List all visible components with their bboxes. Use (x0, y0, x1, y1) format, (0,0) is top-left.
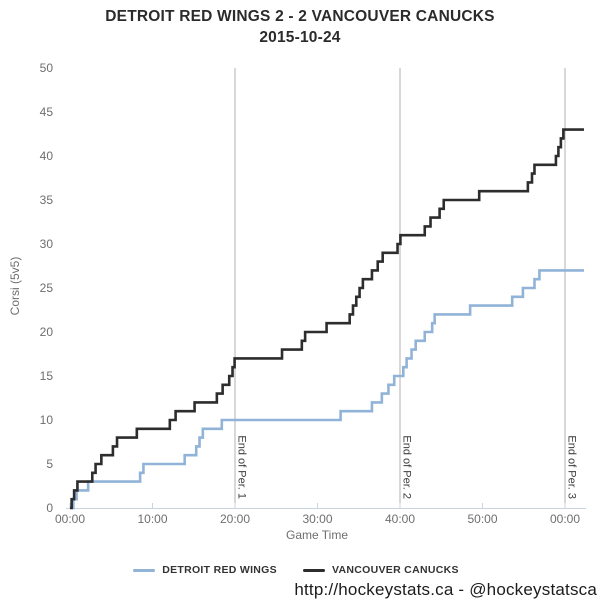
period-label-3: End of Per. 3 (566, 435, 578, 499)
y-tick-label: 10 (40, 413, 54, 427)
x-tick-label: 00:00 (550, 512, 580, 526)
y-tick-label: 25 (40, 281, 54, 295)
y-axis-title: Corsi (5v5) (8, 257, 22, 316)
period-gridlines: End of Per. 1 End of Per. 2 End of Per. 3 (234, 68, 578, 508)
period-label-2: End of Per. 2 (401, 435, 413, 499)
legend-item-vancouver-canucks[interactable]: VANCOUVER CANUCKS (302, 564, 459, 576)
y-tick-label: 5 (46, 457, 53, 471)
series-line-detroit-red-wings[interactable] (70, 269, 584, 510)
y-tick-label: 15 (40, 369, 54, 383)
x-tick-label: 50:00 (467, 512, 497, 526)
y-tick-label: 0 (46, 501, 53, 515)
x-tick-label: 10:00 (137, 512, 167, 526)
y-tick-label: 50 (40, 61, 54, 75)
x-tick-label: 20:00 (220, 512, 250, 526)
y-tick-label: 40 (40, 149, 54, 163)
y-tick-label: 35 (40, 193, 54, 207)
period-label-1: End of Per. 1 (236, 435, 248, 499)
legend-item-detroit-red-wings[interactable]: DETROIT RED WINGS (133, 564, 277, 576)
chart-legend: DETROIT RED WINGS VANCOUVER CANUCKS (0, 564, 592, 576)
hockeystats-credit-link[interactable]: http://hockeystats.ca - @hockeystatsca (294, 580, 597, 599)
y-tick-label: 30 (40, 237, 54, 251)
chart-title-line2: 2015-10-24 (259, 29, 341, 46)
x-axis-title: Game Time (286, 528, 348, 542)
chart-title-line1: DETROIT RED WINGS 2 - 2 VANCOUVER CANUCK… (105, 8, 495, 25)
series-line-vancouver-canucks[interactable] (70, 128, 584, 510)
y-tick-label: 20 (40, 325, 54, 339)
x-tick-label: 40:00 (385, 512, 415, 526)
axis-labels: 00:00 10:00 20:00 30:00 40:00 50:00 00:0005101… (8, 61, 580, 542)
y-tick-label: 45 (40, 105, 54, 119)
legend-label-detroit: DETROIT RED WINGS (162, 564, 277, 576)
chart-title: DETROIT RED WINGS 2 - 2 VANCOUVER CANUCK… (0, 6, 600, 48)
series-lines (70, 128, 584, 510)
x-tick-label: 30:00 (302, 512, 332, 526)
detroit-line-swatch (133, 568, 156, 572)
x-tick-label: 00:00 (55, 512, 85, 526)
legend-label-vancouver: VANCOUVER CANUCKS (331, 564, 459, 576)
vancouver-line-swatch (302, 568, 325, 572)
axes (66, 503, 586, 509)
